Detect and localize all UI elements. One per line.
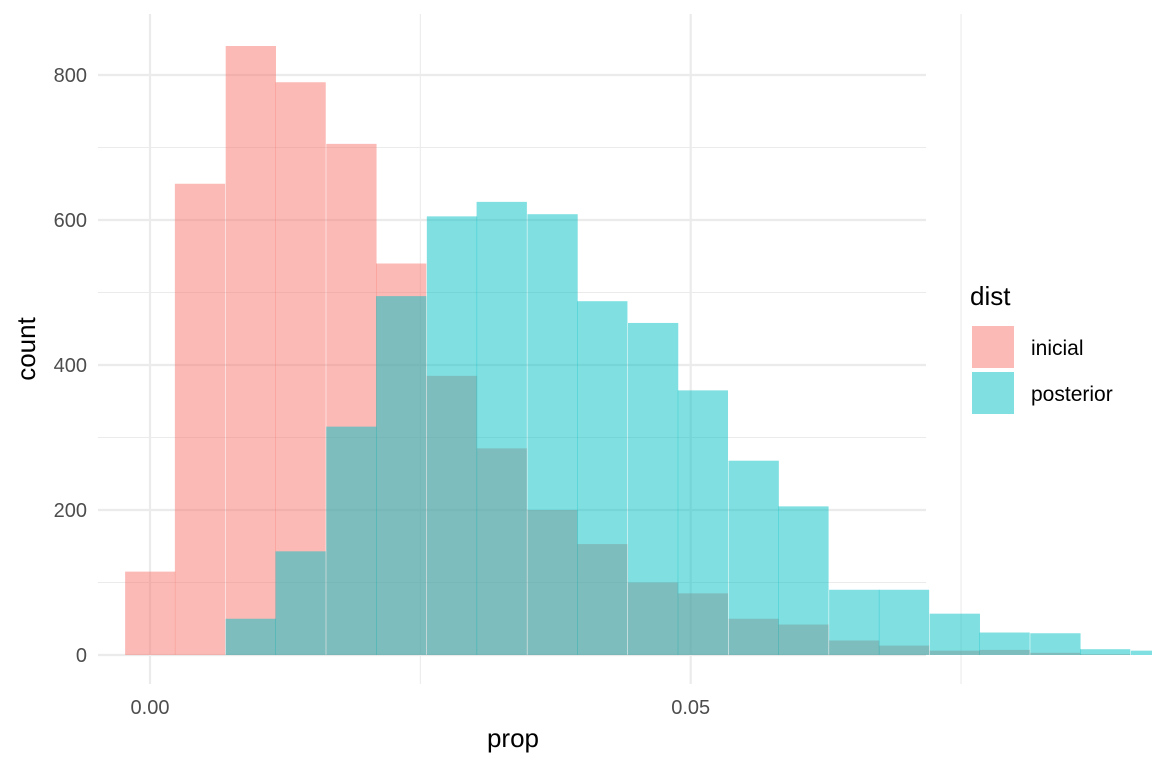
y-tick-label: 800: [54, 65, 87, 87]
y-axis-tick-labels: 0 200 400 600 800: [54, 65, 87, 667]
x-axis-title: prop: [487, 723, 539, 753]
bar-posterior: [326, 426, 377, 655]
bar-inicial: [225, 46, 276, 655]
histogram-bars: [125, 46, 1152, 655]
bar-posterior: [677, 390, 729, 655]
bar-posterior: [1030, 633, 1081, 655]
bar-posterior: [476, 201, 527, 655]
y-axis-title: count: [11, 316, 41, 380]
bar-posterior: [426, 216, 478, 655]
legend-swatch-posterior: [972, 372, 1014, 414]
bar-posterior: [527, 214, 578, 655]
legend-label-posterior: posterior: [1031, 383, 1113, 406]
bar-posterior: [577, 301, 628, 655]
y-tick-label: 200: [54, 500, 87, 522]
bar-posterior: [627, 322, 679, 655]
legend-title: dist: [970, 281, 1011, 311]
bar-inicial: [174, 183, 226, 655]
bar-posterior: [878, 589, 930, 655]
series-posterior: [225, 201, 1152, 655]
legend-label-inicial: inicial: [1031, 337, 1084, 360]
bar-posterior: [979, 632, 1030, 655]
bar-posterior: [728, 460, 779, 655]
bar-posterior: [225, 618, 276, 655]
bar-posterior: [829, 589, 880, 655]
y-tick-label: 600: [54, 210, 87, 232]
bar-posterior: [376, 296, 427, 655]
x-tick-label: 0.00: [131, 697, 170, 719]
bar-posterior: [1130, 650, 1152, 655]
y-tick-label: 400: [54, 355, 87, 377]
bar-posterior: [778, 506, 829, 655]
y-tick-label: 0: [76, 645, 87, 667]
legend: dist inicial posterior: [970, 281, 1113, 414]
x-axis-tick-labels: 0.000.050.10: [131, 697, 711, 719]
x-tick-label: 0.05: [671, 697, 710, 719]
bar-inicial: [125, 571, 176, 655]
bar-posterior: [929, 613, 980, 655]
bar-posterior: [275, 551, 326, 655]
bar-posterior: [1080, 649, 1131, 655]
legend-swatch-inicial: [972, 326, 1014, 368]
